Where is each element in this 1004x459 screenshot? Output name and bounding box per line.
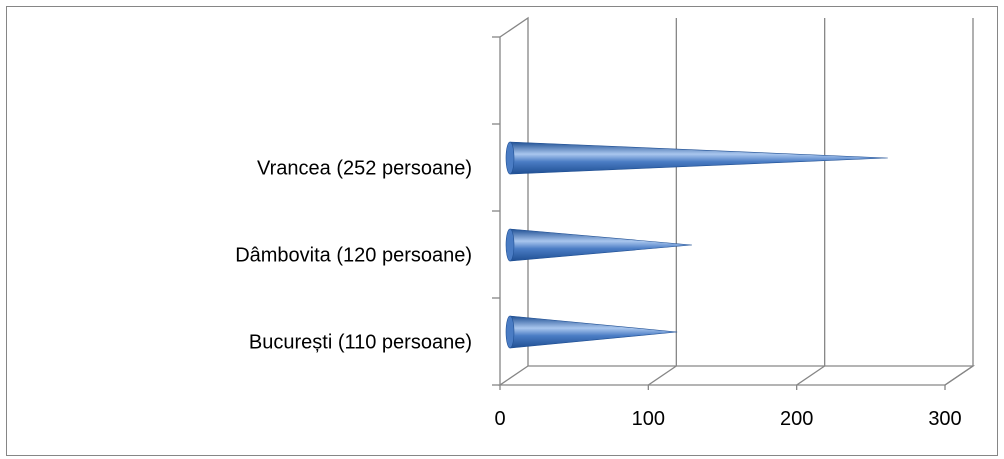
bar	[505, 141, 888, 175]
bar	[505, 315, 678, 349]
bar	[505, 228, 693, 262]
floor-gridline	[796, 365, 826, 386]
floor-plane	[497, 365, 976, 386]
x-tick-label: 100	[632, 408, 665, 430]
category-label: Vrancea (252 persoane)	[257, 158, 472, 180]
cone-base	[505, 315, 515, 349]
floor-gridline	[647, 365, 677, 386]
floor-gridline	[944, 365, 974, 386]
x-tick-label: 0	[494, 408, 505, 430]
x-tick-label: 200	[780, 408, 813, 430]
x-tick-label: 300	[928, 408, 961, 430]
cone-body	[509, 141, 888, 175]
cone-body	[509, 228, 693, 262]
category-label: București (110 persoane)	[249, 332, 472, 354]
cone-body	[509, 315, 678, 349]
category-label: Dâmbovita (120 persoane)	[235, 245, 472, 267]
chart-area	[6, 6, 998, 456]
cone-base	[505, 141, 515, 175]
cone-base	[505, 228, 515, 262]
